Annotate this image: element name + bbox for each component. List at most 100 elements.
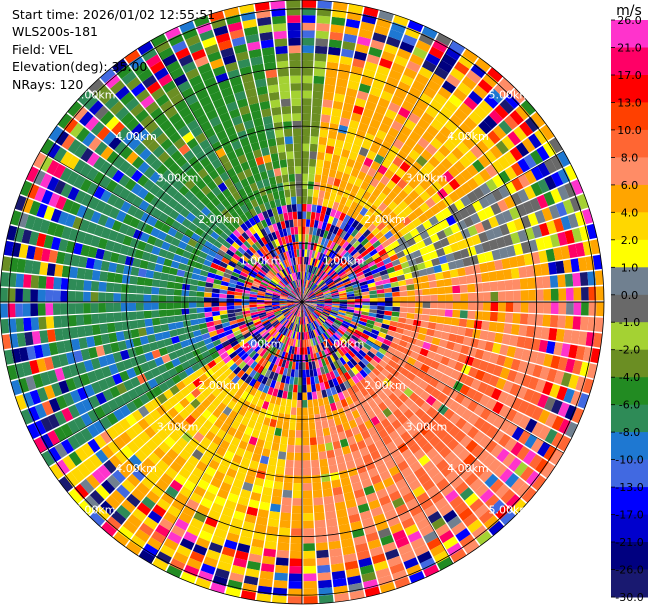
range-gate-cell <box>347 217 355 226</box>
range-gate-cell <box>262 400 270 410</box>
range-gate-cell <box>303 520 314 529</box>
range-gate-cell <box>41 450 56 467</box>
range-gate-cell <box>312 312 318 319</box>
range-gate-cell <box>164 234 174 244</box>
range-gate-cell <box>94 141 108 156</box>
range-gate-cell <box>422 288 431 295</box>
range-gate-cell <box>484 494 500 509</box>
range-gate-cell <box>221 198 231 209</box>
range-gate-cell <box>323 291 331 295</box>
range-gate-cell <box>387 346 397 355</box>
range-gate-cell <box>190 232 201 242</box>
range-gate-cell <box>90 211 102 224</box>
range-gate-cell <box>375 351 385 360</box>
range-gate-cell <box>224 329 233 336</box>
range-gate-cell <box>256 324 264 331</box>
range-gate-cell <box>67 291 76 302</box>
range-gate-cell <box>93 434 107 449</box>
range-gate-cell <box>463 540 480 555</box>
range-gate-cell <box>387 127 400 138</box>
range-gate-cell <box>120 392 132 404</box>
range-gate-cell <box>39 262 49 276</box>
range-gate-cell <box>33 246 44 261</box>
range-gate-cell <box>466 387 477 400</box>
range-gate-cell <box>567 213 579 229</box>
range-gate-cell <box>165 144 178 157</box>
range-gate-cell <box>316 436 325 445</box>
range-gate-cell <box>251 316 260 321</box>
range-gate-cell <box>302 377 307 385</box>
range-gate-cell <box>175 380 186 391</box>
range-gate-cell <box>388 69 403 81</box>
range-gate-cell <box>211 397 222 408</box>
range-gate-cell <box>260 367 268 376</box>
range-gate-cell <box>16 332 27 347</box>
range-gate-cell <box>303 332 306 340</box>
range-gate-cell <box>317 144 326 153</box>
range-gate-cell <box>271 248 278 257</box>
range-gate-cell <box>53 179 66 195</box>
range-gate-cell <box>43 234 54 249</box>
range-gate-cell <box>256 295 265 299</box>
range-gate-cell <box>391 216 402 226</box>
range-gate-cell <box>251 283 260 288</box>
range-gate-cell <box>166 288 175 296</box>
range-gate-cell <box>381 185 392 196</box>
range-gate-cell <box>270 280 278 286</box>
range-gate-cell <box>223 433 234 444</box>
range-gate-cell <box>581 302 589 316</box>
range-gate-cell <box>168 244 178 254</box>
range-gate-cell <box>222 240 232 249</box>
range-gate-cell <box>161 193 173 205</box>
range-gate-cell <box>317 151 325 161</box>
range-gate-cell <box>198 251 208 259</box>
range-gate-cell <box>265 310 274 314</box>
range-gate-cell <box>84 116 100 131</box>
range-gate-cell <box>86 221 98 235</box>
range-gate-cell <box>144 401 156 413</box>
range-gate-cell <box>484 439 498 454</box>
range-gate-cell <box>202 174 213 185</box>
range-gate-cell <box>78 256 88 268</box>
range-gate-cell <box>178 467 191 480</box>
range-gate-cell <box>315 291 323 296</box>
range-gate-cell <box>210 477 223 489</box>
range-gate-cell <box>498 433 511 448</box>
range-gate-cell <box>219 293 227 298</box>
range-gate-cell <box>238 257 247 265</box>
range-gate-cell <box>467 413 480 426</box>
range-gate-cell <box>178 333 188 342</box>
range-gate-cell <box>137 174 149 187</box>
range-gate-cell <box>372 355 382 364</box>
range-gate-cell <box>472 159 485 173</box>
range-gate-cell <box>213 470 226 482</box>
range-gate-cell <box>296 347 300 355</box>
range-gate-cell <box>282 390 288 399</box>
range-gate-cell <box>447 261 457 270</box>
range-gate-cell <box>191 144 203 156</box>
range-gate-cell <box>459 310 468 319</box>
range-gate-cell <box>449 495 464 509</box>
range-gate-cell <box>302 302 308 308</box>
range-gate-cell <box>172 191 184 203</box>
range-gate-cell <box>287 303 295 306</box>
range-gate-cell <box>298 287 301 295</box>
range-gate-cell <box>423 161 435 174</box>
range-gate-cell <box>156 256 166 265</box>
range-gate-cell <box>255 335 263 343</box>
range-gate-cell <box>326 364 333 373</box>
range-gate-cell <box>308 281 314 289</box>
range-gate-cell <box>445 489 459 503</box>
range-gate-cell <box>560 343 571 358</box>
range-gate-cell <box>284 136 293 145</box>
range-gate-cell <box>227 286 236 292</box>
range-gate-cell <box>525 265 535 278</box>
range-gate-cell <box>419 230 430 240</box>
range-gate-cell <box>348 3 364 14</box>
range-gate-cell <box>71 338 81 351</box>
range-gate-cell <box>291 196 297 205</box>
range-gate-cell <box>188 222 198 233</box>
range-gate-cell <box>304 324 307 332</box>
range-gate-cell <box>328 464 339 474</box>
range-gate-cell <box>309 314 315 322</box>
